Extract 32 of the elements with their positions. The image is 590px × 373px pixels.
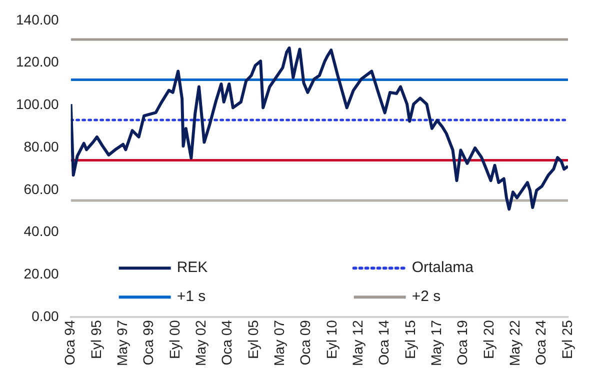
x-tick-label: Eyl 05 (244, 320, 261, 360)
y-tick-label: 20.00 (24, 266, 60, 282)
x-tick-label: Oca 04 (218, 320, 235, 366)
legend-label: +2 s (412, 288, 441, 306)
x-tick-label: Oca 24 (532, 320, 549, 366)
x-tick-label: Eyl 10 (323, 320, 340, 360)
x-tick-label: May 07 (270, 320, 287, 366)
y-tick-label: 40.00 (24, 223, 60, 240)
x-tick-label: Eyl 25 (558, 320, 575, 360)
x-tick-label: Oca 14 (376, 320, 392, 366)
y-tick-label: 100.00 (16, 96, 60, 112)
x-tick-label: May 12 (349, 320, 366, 366)
x-tick-label: May 22 (506, 320, 522, 366)
legend-label: Ortalama (412, 259, 474, 276)
legend-label: +1 s (176, 288, 206, 306)
x-tick-label: Eyl 95 (88, 320, 104, 360)
x-tick-label: May 97 (114, 320, 130, 366)
x-tick-label: Eyl 15 (402, 320, 418, 360)
y-tick-label: 0.00 (32, 308, 60, 324)
x-tick-label: Oca 94 (62, 320, 78, 366)
x-tick-label: Eyl 00 (166, 320, 182, 360)
legend-label: REK (176, 259, 208, 276)
y-tick-label: 120.00 (16, 54, 60, 70)
x-tick-label: Eyl 20 (480, 320, 496, 360)
x-tick-label: Oca 19 (454, 320, 470, 366)
y-tick-label: 60.00 (24, 180, 60, 197)
x-tick-label: Oca 99 (140, 320, 156, 366)
y-tick-label: 140.00 (16, 11, 60, 28)
x-tick-label: May 17 (428, 320, 444, 366)
x-tick-label: Oca 09 (297, 320, 314, 366)
x-tick-label: May 02 (192, 320, 208, 366)
y-tick-label: 80.00 (24, 138, 60, 154)
